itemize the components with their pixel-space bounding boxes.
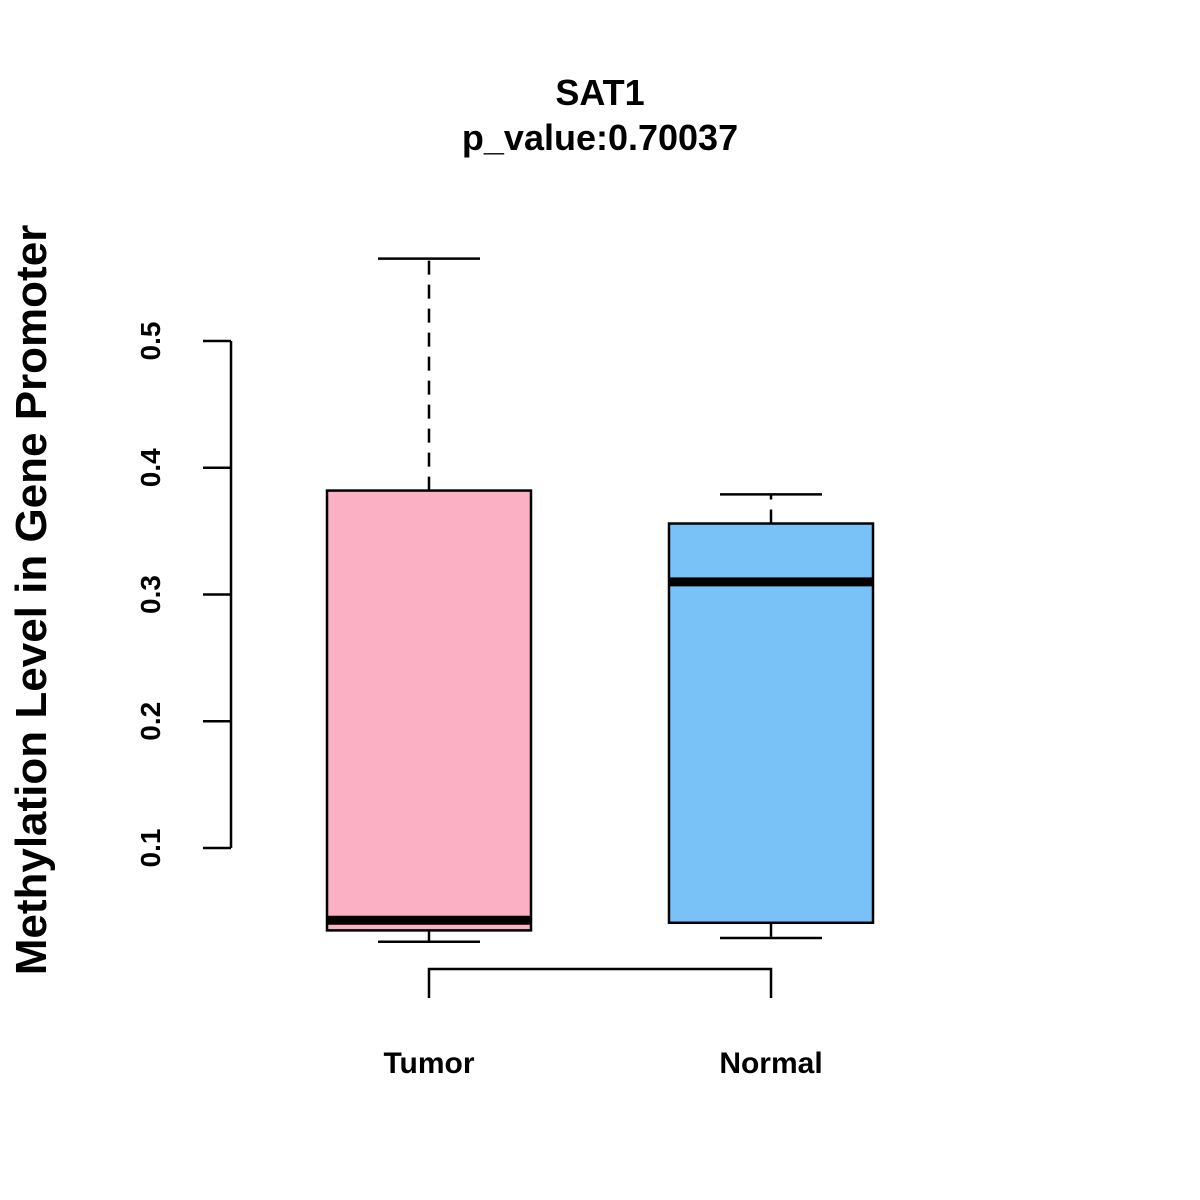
y-tick-label: 0.3	[135, 575, 166, 614]
chart-subtitle: p_value:0.70037	[462, 117, 738, 158]
y-tick-label: 0.2	[135, 702, 166, 741]
y-axis: 0.1 0.2 0.3 0.4 0.5	[135, 322, 233, 868]
bracket-line	[427, 967, 773, 998]
box-normal	[667, 522, 875, 925]
x-tick-label: Tumor	[383, 1047, 474, 1080]
box-tumor	[325, 489, 533, 932]
y-tick-label: 0.1	[135, 829, 166, 868]
chart-title: SAT1	[555, 72, 644, 113]
y-tick-label: 0.5	[135, 322, 166, 361]
x-tick-label: Normal	[719, 1047, 822, 1080]
boxes-group	[325, 257, 875, 944]
x-axis-labels: Tumor Normal	[383, 1047, 822, 1080]
y-axis-label: Methylation Level in Gene Promoter	[7, 225, 56, 976]
comparison-bracket	[427, 967, 773, 998]
y-tick-label: 0.4	[135, 448, 166, 487]
